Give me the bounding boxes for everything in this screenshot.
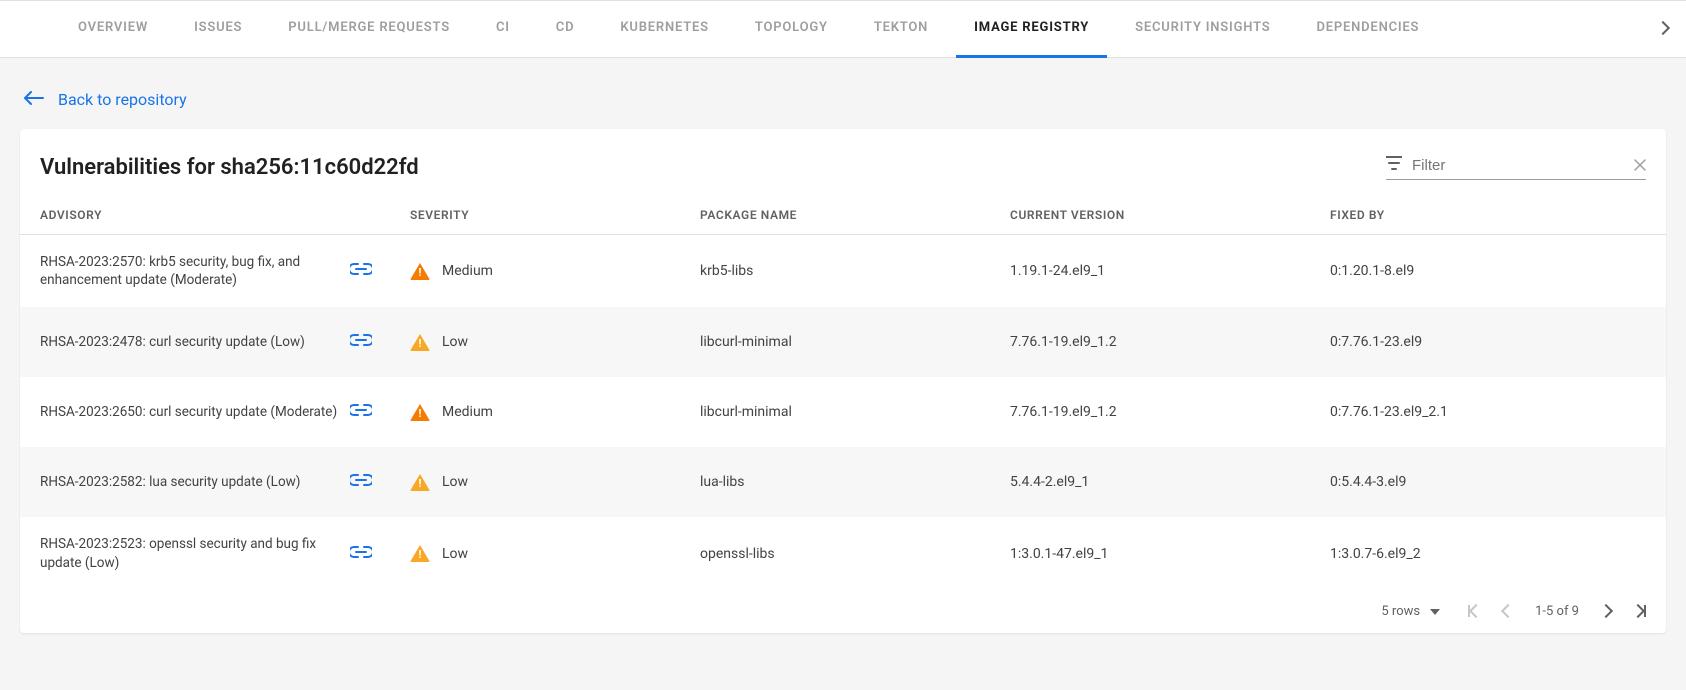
cell-current-version: 7.76.1-19.el9_1.2	[1010, 334, 1330, 350]
cell-advisory: RHSA-2023:2650: curl security update (Mo…	[40, 403, 350, 421]
cell-package: lua-libs	[700, 474, 1010, 490]
warning-triangle-icon	[410, 404, 430, 421]
cell-link	[350, 404, 410, 420]
external-link-icon[interactable]	[350, 334, 372, 346]
chevron-right-icon	[1656, 21, 1670, 35]
last-page-button[interactable]	[1633, 605, 1646, 617]
table-row: RHSA-2023:2570: krb5 security, bug fix, …	[20, 235, 1666, 307]
cell-severity: Medium	[410, 404, 700, 421]
tabs-bar: OVERVIEWISSUESPULL/MERGE REQUESTSCICDKUB…	[0, 0, 1686, 58]
col-header-current[interactable]: CURRENT VERSION	[1010, 208, 1330, 222]
pagination-controls: 1-5 of 9	[1468, 604, 1646, 619]
external-link-icon[interactable]	[350, 474, 372, 486]
cell-severity: Low	[410, 334, 700, 351]
col-header-fixed[interactable]: FIXED BY	[1330, 208, 1646, 222]
cell-severity: Low	[410, 545, 700, 562]
cell-package: libcurl-minimal	[700, 334, 1010, 350]
cell-fixed-by: 0:1.20.1-8.el9	[1330, 263, 1646, 279]
cell-advisory: RHSA-2023:2582: lua security update (Low…	[40, 473, 350, 491]
tab-issues[interactable]: ISSUES	[176, 0, 260, 58]
cell-advisory: RHSA-2023:2570: krb5 security, bug fix, …	[40, 253, 350, 289]
vulnerabilities-card: Vulnerabilities for sha256:11c60d22fd AD…	[20, 129, 1666, 633]
tab-security-insights[interactable]: SECURITY INSIGHTS	[1117, 0, 1288, 58]
pagination-range-label: 1-5 of 9	[1535, 604, 1579, 619]
warning-triangle-icon	[410, 263, 430, 280]
chevron-first-icon	[1469, 604, 1483, 618]
filter-clear-button[interactable]	[1634, 156, 1646, 175]
cell-current-version: 5.4.4-2.el9_1	[1010, 474, 1330, 490]
table-header-row: ADVISORY SEVERITY PACKAGE NAME CURRENT V…	[20, 196, 1666, 235]
severity-label: Medium	[442, 263, 493, 279]
card-header: Vulnerabilities for sha256:11c60d22fd	[20, 133, 1666, 196]
cell-advisory: RHSA-2023:2478: curl security update (Lo…	[40, 333, 350, 351]
chevron-last-icon	[1631, 604, 1645, 618]
cell-advisory: RHSA-2023:2523: openssl security and bug…	[40, 535, 350, 571]
back-arrow-icon	[24, 90, 44, 109]
external-link-icon[interactable]	[350, 263, 372, 275]
cell-package: openssl-libs	[700, 546, 1010, 562]
next-page-button[interactable]	[1601, 606, 1611, 616]
warning-triangle-icon	[410, 474, 430, 491]
col-header-link	[350, 208, 410, 222]
page-body: Back to repository Vulnerabilities for s…	[0, 58, 1686, 651]
tabs-container: OVERVIEWISSUESPULL/MERGE REQUESTSCICDKUB…	[60, 0, 1646, 58]
table-body: RHSA-2023:2570: krb5 security, bug fix, …	[20, 235, 1666, 590]
page-title: Vulnerabilities for sha256:11c60d22fd	[40, 155, 419, 180]
warning-triangle-icon	[410, 334, 430, 351]
tab-cd[interactable]: CD	[538, 0, 593, 58]
tabs-scroll-right-button[interactable]	[1650, 13, 1676, 45]
rows-per-page-select[interactable]: 5 rows	[1381, 604, 1440, 619]
filter-icon	[1386, 156, 1402, 174]
first-page-button[interactable]	[1468, 605, 1481, 617]
col-header-package[interactable]: PACKAGE NAME	[700, 208, 1010, 222]
cell-link	[350, 474, 410, 490]
severity-label: Low	[442, 334, 468, 350]
tab-dependencies[interactable]: DEPENDENCIES	[1299, 0, 1438, 58]
table-row: RHSA-2023:2582: lua security update (Low…	[20, 447, 1666, 517]
cell-current-version: 7.76.1-19.el9_1.2	[1010, 404, 1330, 420]
external-link-icon[interactable]	[350, 546, 372, 558]
tab-kubernetes[interactable]: KUBERNETES	[602, 0, 727, 58]
tab-pull-merge-requests[interactable]: PULL/MERGE REQUESTS	[270, 0, 468, 58]
cell-severity: Medium	[410, 263, 700, 280]
cell-fixed-by: 0:5.4.4-3.el9	[1330, 474, 1646, 490]
back-to-repository-link[interactable]: Back to repository	[20, 76, 1666, 129]
tab-ci[interactable]: CI	[478, 0, 528, 58]
severity-label: Medium	[442, 404, 493, 420]
warning-triangle-icon	[410, 545, 430, 562]
tab-tekton[interactable]: TEKTON	[856, 0, 946, 58]
tab-image-registry[interactable]: IMAGE REGISTRY	[956, 0, 1107, 58]
col-header-severity[interactable]: SEVERITY	[410, 208, 700, 222]
col-header-advisory[interactable]: ADVISORY	[40, 208, 350, 222]
filter-field[interactable]	[1386, 156, 1646, 180]
cell-fixed-by: 1:3.0.7-6.el9_2	[1330, 546, 1646, 562]
cell-current-version: 1.19.1-24.el9_1	[1010, 263, 1330, 279]
cell-severity: Low	[410, 474, 700, 491]
cell-link	[350, 263, 410, 279]
cell-fixed-by: 0:7.76.1-23.el9	[1330, 334, 1646, 350]
tab-overview[interactable]: OVERVIEW	[60, 0, 166, 58]
rows-per-page-label: 5 rows	[1381, 604, 1420, 619]
vulnerabilities-table: ADVISORY SEVERITY PACKAGE NAME CURRENT V…	[20, 196, 1666, 590]
cell-current-version: 1:3.0.1-47.el9_1	[1010, 546, 1330, 562]
severity-label: Low	[442, 474, 468, 490]
cell-package: krb5-libs	[700, 263, 1010, 279]
chevron-left-icon	[1501, 604, 1515, 618]
cell-fixed-by: 0:7.76.1-23.el9_2.1	[1330, 404, 1646, 420]
severity-label: Low	[442, 546, 468, 562]
table-row: RHSA-2023:2523: openssl security and bug…	[20, 517, 1666, 589]
table-row: RHSA-2023:2478: curl security update (Lo…	[20, 307, 1666, 377]
tab-topology[interactable]: TOPOLOGY	[737, 0, 846, 58]
table-row: RHSA-2023:2650: curl security update (Mo…	[20, 377, 1666, 447]
cell-link	[350, 334, 410, 350]
dropdown-arrow-icon	[1430, 604, 1440, 619]
back-link-label: Back to repository	[58, 90, 187, 109]
filter-input[interactable]	[1412, 157, 1624, 174]
pagination-bar: 5 rows 1-5 of 9	[20, 590, 1666, 633]
external-link-icon[interactable]	[350, 404, 372, 416]
cell-package: libcurl-minimal	[700, 404, 1010, 420]
cell-link	[350, 546, 410, 562]
prev-page-button[interactable]	[1503, 606, 1513, 616]
chevron-right-icon	[1599, 604, 1613, 618]
